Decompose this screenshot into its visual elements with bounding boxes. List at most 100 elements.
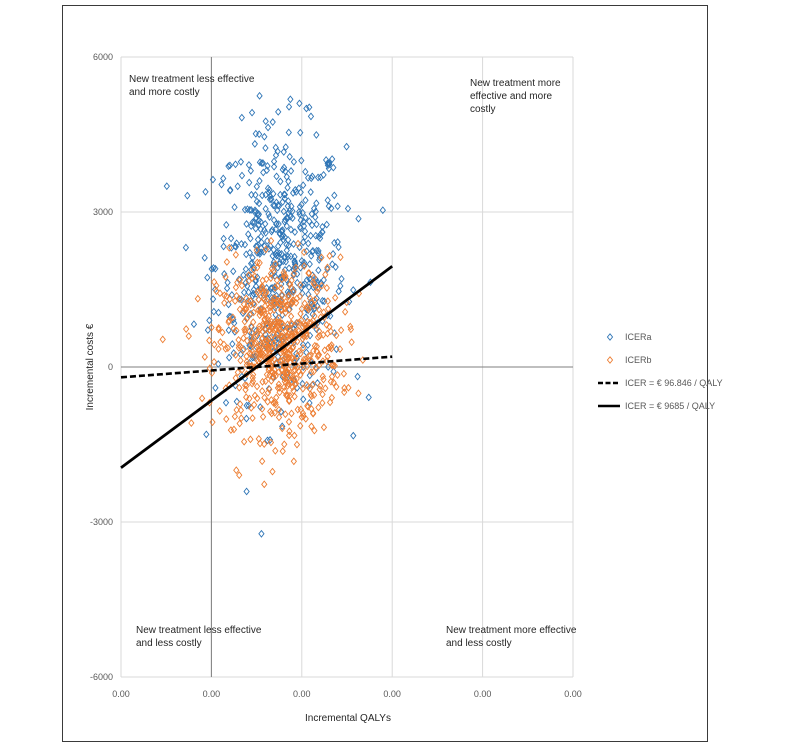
scatter-point: [305, 283, 313, 292]
scatter-point: [299, 322, 306, 331]
scatter-point: [319, 357, 327, 366]
scatter-point: [271, 201, 278, 210]
scatter-point: [306, 384, 313, 393]
scatter-point: [243, 393, 250, 402]
scatter-point: [317, 381, 324, 390]
scatter-point: [223, 220, 230, 229]
quadrant-labels: New treatment less effective and more cos…: [129, 74, 577, 649]
scatter-point: [307, 188, 314, 196]
scatter-point: [298, 283, 305, 292]
scatter-point: [280, 190, 288, 199]
scatter-point: [311, 280, 318, 289]
scatter-point: [243, 357, 250, 366]
x-tick-label: 0.00: [293, 689, 311, 699]
scatter-point: [264, 336, 271, 345]
scatter-point: [222, 398, 230, 407]
scatter-point: [307, 358, 314, 367]
scatter-point: [241, 381, 249, 390]
scatter-point: [282, 215, 289, 224]
scatter-point: [245, 230, 252, 239]
y-tick-label: 0: [108, 362, 113, 372]
scatter-point: [300, 222, 308, 230]
scatter-point: [247, 234, 254, 243]
scatter-point: [329, 260, 336, 269]
scatter-point: [313, 287, 321, 296]
scatter-point: [266, 192, 274, 201]
scatter-point: [258, 238, 265, 247]
scatter-point: [322, 270, 329, 279]
scatter-point: [286, 427, 293, 436]
scatter-point: [287, 225, 295, 234]
scatter-point: [319, 296, 326, 305]
scatter-point: [240, 345, 247, 354]
scatter-point: [278, 280, 285, 288]
scatter-point: [276, 229, 283, 237]
scatter-point: [300, 258, 308, 267]
scatter-point: [208, 265, 215, 273]
scatter-point: [233, 326, 240, 335]
scatter-point: [283, 240, 290, 249]
scatter-point: [256, 177, 263, 185]
scatter-point: [273, 220, 280, 229]
scatter-point: [225, 162, 232, 171]
scatter-point: [264, 123, 272, 132]
scatter-point: [220, 234, 227, 243]
scatter-point: [256, 91, 263, 100]
legend-marker: [606, 333, 614, 341]
scatter-point: [316, 234, 324, 243]
scatter-point: [267, 236, 275, 245]
scatter-point: [340, 369, 348, 378]
scatter-point: [287, 312, 295, 321]
scatter-point: [209, 175, 217, 184]
scatter-point: [261, 315, 268, 324]
scatter-point: [208, 323, 215, 332]
scatter-point: [271, 355, 278, 364]
scatter-point: [260, 168, 267, 177]
scatter-point: [307, 351, 314, 360]
scatter-point: [285, 264, 293, 273]
scatter-point: [294, 326, 302, 334]
scatter-point: [241, 288, 248, 297]
scatter-point: [262, 219, 269, 228]
scatter-point: [262, 228, 269, 237]
scatter-point: [268, 376, 275, 385]
scatter-point: [324, 297, 331, 306]
scatter-point: [272, 446, 279, 455]
scatter-point: [249, 373, 256, 382]
scatter-point: [279, 424, 286, 433]
scatter-point: [241, 317, 248, 326]
scatter-point: [294, 278, 301, 287]
scatter-point: [272, 398, 279, 407]
scatter-point: [228, 243, 235, 252]
scatter-point: [241, 205, 249, 214]
scatter-point: [260, 306, 267, 315]
scatter-point: [294, 362, 302, 371]
scatter-point: [283, 331, 291, 340]
scatter-point: [326, 251, 333, 260]
scatter-point: [267, 274, 274, 283]
scatter-point: [266, 326, 274, 335]
scatter-point: [315, 232, 322, 241]
scatter-point: [259, 159, 267, 167]
scatter-point: [215, 360, 222, 368]
scatter-point: [322, 384, 329, 393]
scatter-point: [365, 393, 372, 402]
scatter-point: [213, 287, 220, 296]
x-tick-label: 0.00: [112, 689, 130, 699]
scatter-point: [333, 331, 340, 340]
scatter-point: [314, 379, 321, 387]
scatter-point: [314, 284, 321, 292]
scatter-point: [202, 187, 209, 196]
scatter-point: [259, 341, 266, 350]
scatter-point: [328, 393, 336, 402]
scatter-point: [217, 338, 224, 346]
scatter-point: [343, 142, 350, 151]
scatter-point: [329, 155, 336, 163]
scatter-point: [303, 247, 310, 256]
scatter-point: [324, 196, 331, 205]
scatter-point: [163, 182, 170, 191]
scatter-point: [312, 213, 319, 222]
scatter-point: [306, 217, 313, 226]
scatter-point: [215, 345, 222, 353]
quadrant-label-top_right: effective and more: [470, 91, 553, 102]
